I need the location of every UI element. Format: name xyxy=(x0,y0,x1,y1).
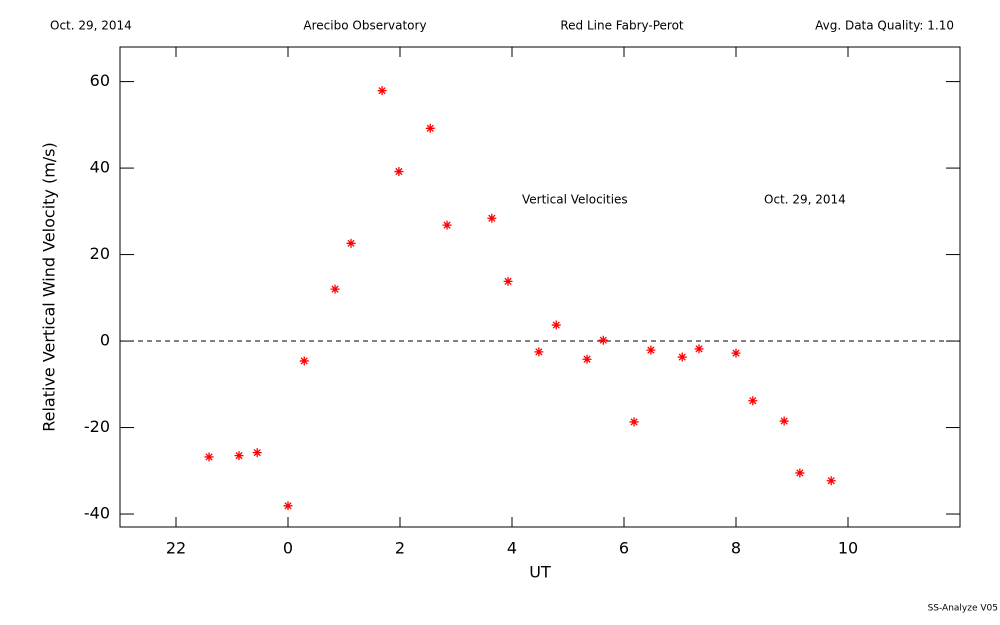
header-date: Oct. 29, 2014 xyxy=(50,19,132,33)
x-tick-label: 2 xyxy=(395,539,405,558)
header-instrument: Red Line Fabry-Perot xyxy=(560,19,684,33)
y-tick-label: 0 xyxy=(100,331,110,350)
point xyxy=(252,448,262,458)
point xyxy=(748,396,758,406)
y-axis-label: Relative Vertical Wind Velocity (m/s) xyxy=(40,142,59,432)
x-tick-label: 22 xyxy=(166,539,186,558)
plot-frame xyxy=(119,46,961,528)
point xyxy=(629,417,639,427)
point xyxy=(346,238,356,248)
y-tick-label: 20 xyxy=(90,244,110,263)
point xyxy=(677,352,687,362)
annotation: Oct. 29, 2014 xyxy=(764,193,846,207)
y-tick-label: 40 xyxy=(90,158,110,177)
point xyxy=(551,320,561,330)
x-tick-label: 8 xyxy=(731,539,741,558)
point xyxy=(598,335,608,345)
point xyxy=(795,468,805,478)
point xyxy=(582,354,592,364)
point xyxy=(204,452,214,462)
y-tick-label: 60 xyxy=(90,71,110,90)
y-tick-label: -20 xyxy=(84,417,110,436)
point xyxy=(394,167,404,177)
point xyxy=(377,86,387,96)
footer: SS-Analyze V05 xyxy=(928,604,998,614)
point xyxy=(779,416,789,426)
x-tick-label: 10 xyxy=(838,539,858,558)
y-tick-label: -40 xyxy=(84,504,110,523)
point xyxy=(487,213,497,223)
point xyxy=(826,476,836,486)
point xyxy=(503,276,513,286)
point xyxy=(425,123,435,133)
point xyxy=(694,344,704,354)
header-site: Arecibo Observatory xyxy=(303,19,426,33)
annotation: Vertical Velocities xyxy=(522,193,628,207)
point xyxy=(731,348,741,358)
x-tick-label: 4 xyxy=(507,539,517,558)
header-quality: Avg. Data Quality: 1.10 xyxy=(815,19,954,33)
point xyxy=(234,451,244,461)
point xyxy=(442,220,452,230)
x-axis-label: UT xyxy=(529,563,551,582)
point xyxy=(646,345,656,355)
point xyxy=(299,356,309,366)
point xyxy=(534,347,544,357)
x-tick-label: 0 xyxy=(283,539,293,558)
x-tick-label: 6 xyxy=(619,539,629,558)
point xyxy=(283,501,293,511)
point xyxy=(330,284,340,294)
